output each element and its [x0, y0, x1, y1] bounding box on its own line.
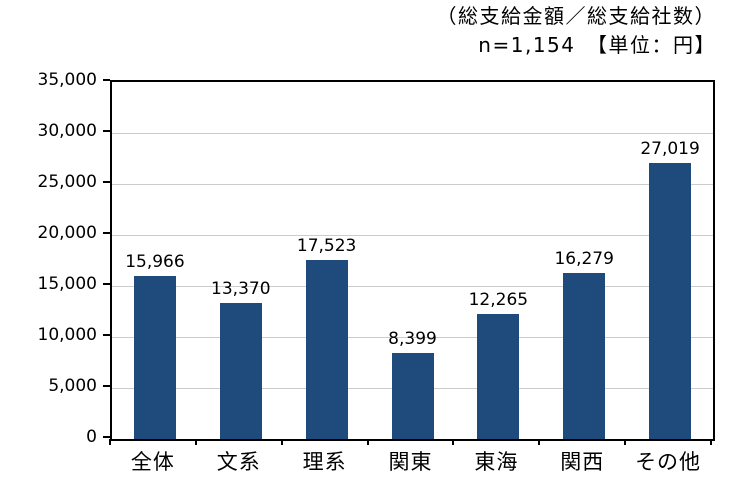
y-axis-tick-label: 5,000 — [48, 376, 97, 396]
y-axis-tick-mark — [103, 181, 110, 183]
plot-area: 15,966 13,370 17,523 8,399 12,265 16,279 27,01… — [110, 80, 715, 441]
bar-value-label: 8,399 — [388, 329, 437, 350]
bar-文系 — [219, 302, 262, 439]
x-axis-category-label: その他 — [635, 450, 702, 474]
bar-関東 — [391, 353, 434, 439]
x-axis-tick-mark — [280, 439, 283, 445]
bar-全体 — [133, 276, 176, 439]
gridline — [112, 286, 713, 287]
bar-value-label: 17,523 — [296, 236, 357, 257]
chart-subtitle-line1: （総支給金額／総支給社数） — [436, 4, 716, 28]
x-axis-tick-mark — [538, 439, 541, 445]
gridline — [112, 337, 713, 338]
gridline — [112, 235, 713, 236]
y-axis-tick-label: 15,000 — [37, 274, 97, 294]
x-axis-category-label: 東海 — [474, 450, 519, 474]
y-axis-tick-mark — [103, 436, 110, 438]
y-axis-tick-label: 30,000 — [37, 121, 97, 141]
x-axis-tick-mark — [624, 439, 627, 445]
x-axis-tick-mark — [109, 439, 111, 445]
bar-関西 — [563, 272, 606, 439]
x-axis-category-label: 文系 — [216, 450, 261, 474]
x-axis-tick-mark — [452, 439, 455, 445]
y-axis-tick-mark — [103, 232, 110, 234]
y-axis-tick-label: 25,000 — [37, 172, 97, 192]
bar-value-label: 13,370 — [211, 278, 271, 299]
y-axis-tick-label: 35,000 — [37, 70, 97, 90]
x-axis-category-label: 関東 — [388, 450, 433, 474]
y-axis-tick-mark — [103, 130, 110, 132]
bar-理系 — [305, 260, 348, 439]
bar-value-label: 15,966 — [125, 252, 185, 273]
x-axis-tick-mark — [366, 439, 369, 445]
gridline — [112, 184, 713, 185]
y-axis-tick-label: 20,000 — [37, 223, 97, 243]
x-axis-tick-mark — [194, 439, 197, 445]
y-axis-tick-label: 0 — [86, 427, 97, 447]
y-axis-tick-mark — [103, 79, 110, 81]
bar-東海 — [477, 313, 520, 439]
bar-value-label: 27,019 — [640, 139, 700, 160]
gridline — [112, 133, 713, 134]
y-axis-tick-mark — [103, 283, 110, 285]
bar-その他 — [649, 163, 692, 439]
y-axis-tick-mark — [103, 385, 110, 387]
y-axis-tick-mark — [103, 334, 110, 336]
x-axis-category-label: 理系 — [302, 450, 347, 474]
bar-value-label: 12,265 — [468, 289, 529, 310]
x-axis-category-label: 全体 — [130, 450, 175, 474]
bar-value-label: 16,279 — [554, 248, 614, 269]
chart-subtitle-line2: n=1,154 【単位：円】 — [478, 33, 716, 57]
x-axis-tick-mark — [710, 439, 712, 445]
chart-annotation: （総支給金額／総支給社数） n=1,154 【単位：円】 — [437, 2, 717, 60]
x-axis-category-label: 関西 — [560, 450, 605, 474]
y-axis-tick-label: 10,000 — [37, 325, 97, 345]
